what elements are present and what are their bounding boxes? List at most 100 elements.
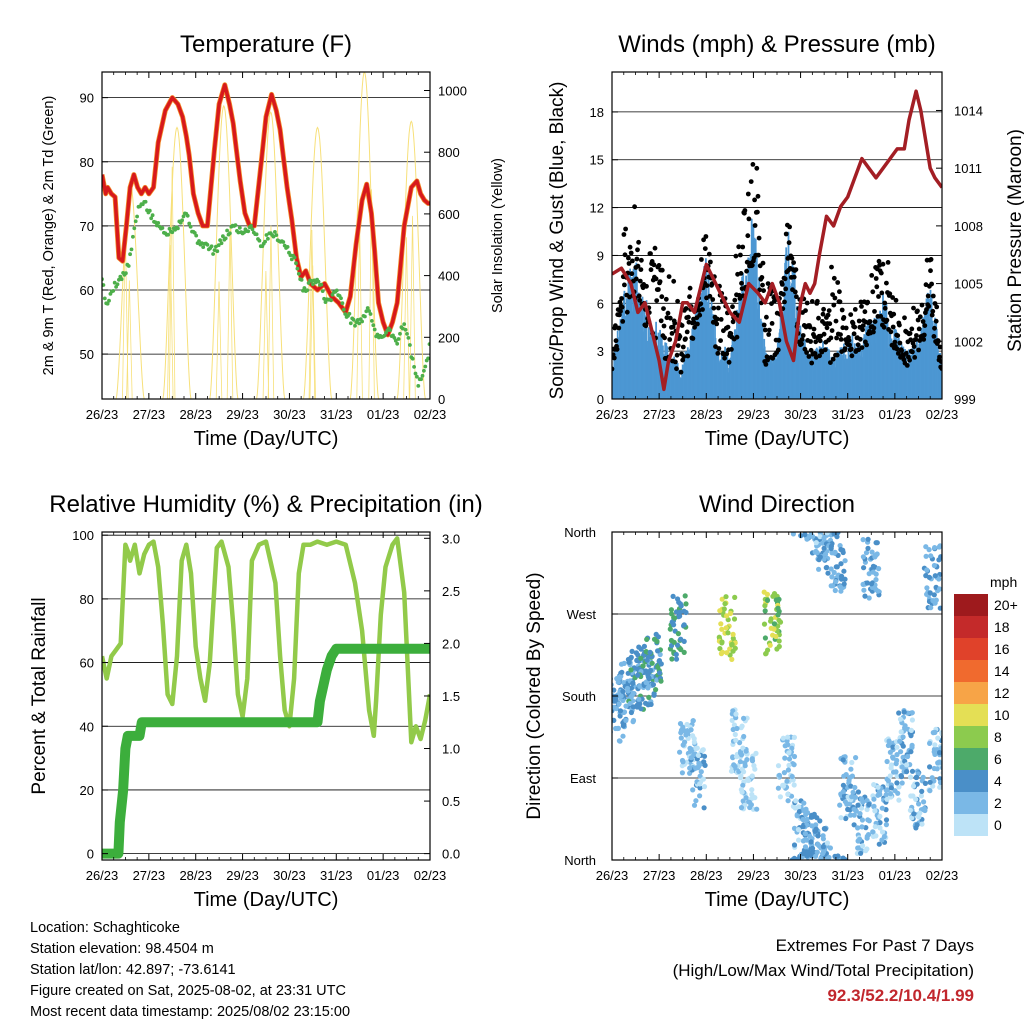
direction-point [877,825,883,831]
direction-point [701,784,708,790]
gust-point [841,315,847,320]
gust-point [752,197,757,203]
gust-point [932,325,937,331]
plot-frame [611,71,943,400]
gust-point [830,356,836,362]
direction-point [826,854,832,860]
direction-point [673,656,680,662]
direction-point [638,655,644,661]
direction-point [669,656,675,662]
dewpoint-point [215,249,220,254]
direction-point [688,748,694,754]
direction-point [627,700,633,707]
gust-point [884,280,889,286]
gust-point [824,325,830,331]
direction-point [620,688,626,694]
direction-point [645,685,651,691]
y-tick-label: 18 [590,105,604,120]
gust-point [683,336,688,342]
direction-point [847,801,853,807]
dewpoint-point [299,278,304,282]
gust-point [702,246,708,252]
direction-point [821,535,827,542]
direction-point [893,769,899,775]
direction-point [820,836,827,842]
direction-point [932,742,938,748]
direction-point [834,534,840,540]
direction-point [937,784,942,790]
colorbar-label: 18 [994,619,1010,635]
gust-point [729,347,734,352]
direction-point [899,780,905,786]
gust-point [770,355,776,361]
direction-series [612,532,942,860]
direction-point [851,822,857,828]
gust-point [679,323,685,328]
gust-point [816,315,821,321]
direction-point [684,721,690,728]
gust-point [808,347,814,353]
gust-point [648,251,653,256]
direction-point [813,540,819,546]
gust-point [755,209,760,215]
gust-point [627,244,633,250]
solar-cloud-spike [403,237,410,399]
direction-point [771,621,778,627]
dewpoint-point [264,233,269,237]
gust-point [763,362,769,367]
direction-point [859,817,866,823]
y2-tick-label: 1002 [954,334,983,349]
dewpoint-point [329,298,333,303]
x-tick-label: 27/23 [643,868,676,883]
gust-point [881,324,887,330]
humidity-chart: 0 20 40 60 80 100 0.0 0.5 1.0 1.5 2.0 2.5 3.0 26/23 27… [29,491,483,911]
x-tick-label: 26/23 [596,868,629,883]
gust-point [848,346,854,352]
dewpoint-point [295,266,300,271]
direction-point [683,601,689,607]
y-tick-label: 9 [597,248,604,263]
gust-point [736,244,742,250]
direction-point [847,775,853,781]
gust-point [793,267,799,272]
gust-point [922,323,928,328]
x-axis-title: Time (Day/UTC) [194,889,339,911]
gust-point [821,306,826,312]
direction-point [623,717,629,724]
dewpoint-point [343,312,348,316]
gust-point [697,312,703,318]
direction-point [873,587,879,593]
direction-point [678,603,684,609]
direction-point [853,755,859,761]
gust-point [612,355,617,361]
direction-point [824,532,830,536]
gust-point [910,349,915,355]
direction-point [634,702,640,709]
gust-point [621,232,627,237]
dewpoint-point [360,319,364,324]
direction-point [791,734,798,741]
y-tick-label: 3 [597,344,604,359]
y2-tick-label: 1008 [954,219,983,234]
dewpoint-point [167,226,172,231]
direction-point [927,779,933,785]
direction-point [888,765,894,771]
direction-point [932,751,938,758]
direction-point [879,829,886,835]
gust-point [907,357,912,363]
dewpoint-point [370,319,374,323]
direction-point [907,807,914,813]
direction-point [800,824,806,830]
direction-point [812,853,819,859]
direction-point [732,594,738,601]
direction-point [890,754,896,760]
dewpoint-point [131,234,135,239]
gust-point [920,319,926,324]
direction-point [697,781,703,787]
gust-point [915,308,920,314]
gust-point [761,288,766,293]
gust-point [683,306,689,311]
direction-point [612,704,617,710]
direction-point [657,651,663,658]
direction-point [931,765,937,772]
